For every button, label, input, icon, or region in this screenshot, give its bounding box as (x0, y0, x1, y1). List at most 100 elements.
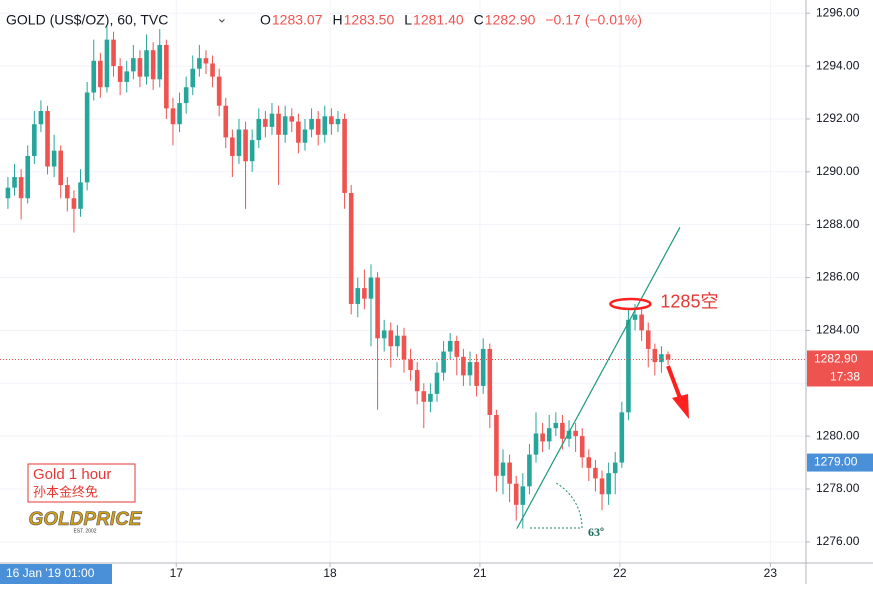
candle-body (71, 198, 77, 209)
candle-body (665, 354, 671, 360)
candle-body (447, 340, 453, 352)
trendline (516, 227, 681, 529)
candle-body (513, 483, 519, 505)
candle-body (428, 393, 433, 402)
y-tick-label: 1292.00 (816, 111, 860, 125)
candle-body (474, 362, 479, 386)
angle-label: 63º (588, 525, 604, 539)
ellipse-label: 1285空 (660, 292, 718, 312)
ohlc-value: 1281.40 (413, 12, 464, 28)
candle-body (355, 288, 361, 304)
candle-body (467, 362, 473, 376)
candle-body (91, 60, 97, 93)
candle-body (553, 422, 559, 429)
candle-body (652, 348, 658, 363)
candle-body (18, 177, 24, 199)
ohlc-label: C (474, 12, 484, 28)
down-arrow (666, 365, 682, 399)
candle-body (645, 330, 651, 349)
candle-body (45, 111, 50, 167)
x-tick-label: 21 (473, 566, 487, 580)
menu-caret[interactable]: ⌄ (216, 10, 228, 26)
candle-body (104, 39, 110, 88)
y-tick-label: 1276.00 (816, 534, 860, 548)
candle-body (144, 50, 149, 77)
candle-body (236, 129, 242, 156)
ohlc-value: 1282.90 (485, 12, 536, 28)
candle-body (566, 430, 572, 439)
candle-body (249, 140, 255, 162)
ohlc-label: H (333, 12, 343, 28)
candle-body (177, 103, 182, 125)
note-box (27, 463, 136, 503)
candle-body (223, 105, 229, 138)
x-tick-label: 17 (170, 566, 184, 580)
candle-body (408, 359, 413, 371)
candle-body (78, 182, 83, 209)
candle-body (183, 87, 189, 104)
ohlc-value: 1283.50 (344, 12, 395, 28)
crosshair-label-bg (0, 564, 112, 584)
candle-body (84, 92, 90, 183)
countdown: 17:38 (830, 370, 860, 384)
candle-body (302, 129, 308, 143)
candle-body (441, 351, 446, 373)
y-tick-label: 1284.00 (816, 323, 860, 337)
y-tick-label: 1296.00 (816, 5, 860, 19)
candle-body (414, 370, 420, 392)
candle-body (335, 118, 341, 125)
candle-body (487, 348, 493, 415)
candle-body (520, 486, 526, 505)
candle-body (256, 118, 262, 141)
down-arrow-head (672, 394, 689, 419)
candle-body (586, 457, 592, 468)
x-tick-label: 18 (323, 566, 337, 580)
candle-body (421, 391, 427, 402)
marker-price-bg (807, 453, 873, 472)
x-tick-label: 22 (613, 566, 627, 580)
candle-body (540, 433, 545, 442)
candle-body (269, 113, 275, 127)
y-tick-label: 1286.00 (816, 270, 860, 284)
y-tick-label: 1294.00 (816, 58, 860, 72)
candle-body (527, 454, 532, 487)
candle-body (434, 372, 440, 394)
candle-body (573, 430, 578, 437)
candle-body (65, 185, 70, 199)
candle-body (58, 150, 64, 186)
candle-body (322, 116, 328, 135)
y-tick-label: 1290.00 (816, 164, 860, 178)
candle-body (579, 436, 585, 458)
candle-body (216, 76, 222, 106)
candle-body (111, 39, 116, 67)
y-tick-label: 1288.00 (816, 217, 860, 231)
candle-body (315, 118, 321, 135)
candle-body (289, 116, 295, 122)
candle-body (494, 414, 499, 476)
candle-body (401, 335, 407, 360)
candle-body (309, 118, 314, 130)
candle-body (362, 288, 367, 299)
x-tick-label: 23 (764, 566, 778, 580)
candle-body (210, 63, 215, 77)
candle-body (276, 113, 281, 135)
candle-body (131, 58, 136, 72)
candle-body (461, 356, 466, 376)
candle-body (38, 111, 44, 125)
candle-body (599, 478, 605, 495)
candle-body (368, 277, 374, 299)
candle-body (150, 50, 156, 80)
candle-body (170, 108, 176, 125)
ohlc-label: O (260, 12, 271, 28)
candle-body (51, 150, 57, 167)
candle-body (533, 433, 539, 455)
candle-body (32, 124, 37, 156)
chart-title: GOLD (US$/OZ), 60, TVC (6, 12, 168, 28)
last-price-label: 1282.90 (814, 352, 858, 366)
candle-body (25, 155, 31, 199)
candle-body (5, 187, 11, 199)
last-price-bg (807, 350, 873, 387)
ohlc-value: 1283.07 (272, 12, 323, 28)
